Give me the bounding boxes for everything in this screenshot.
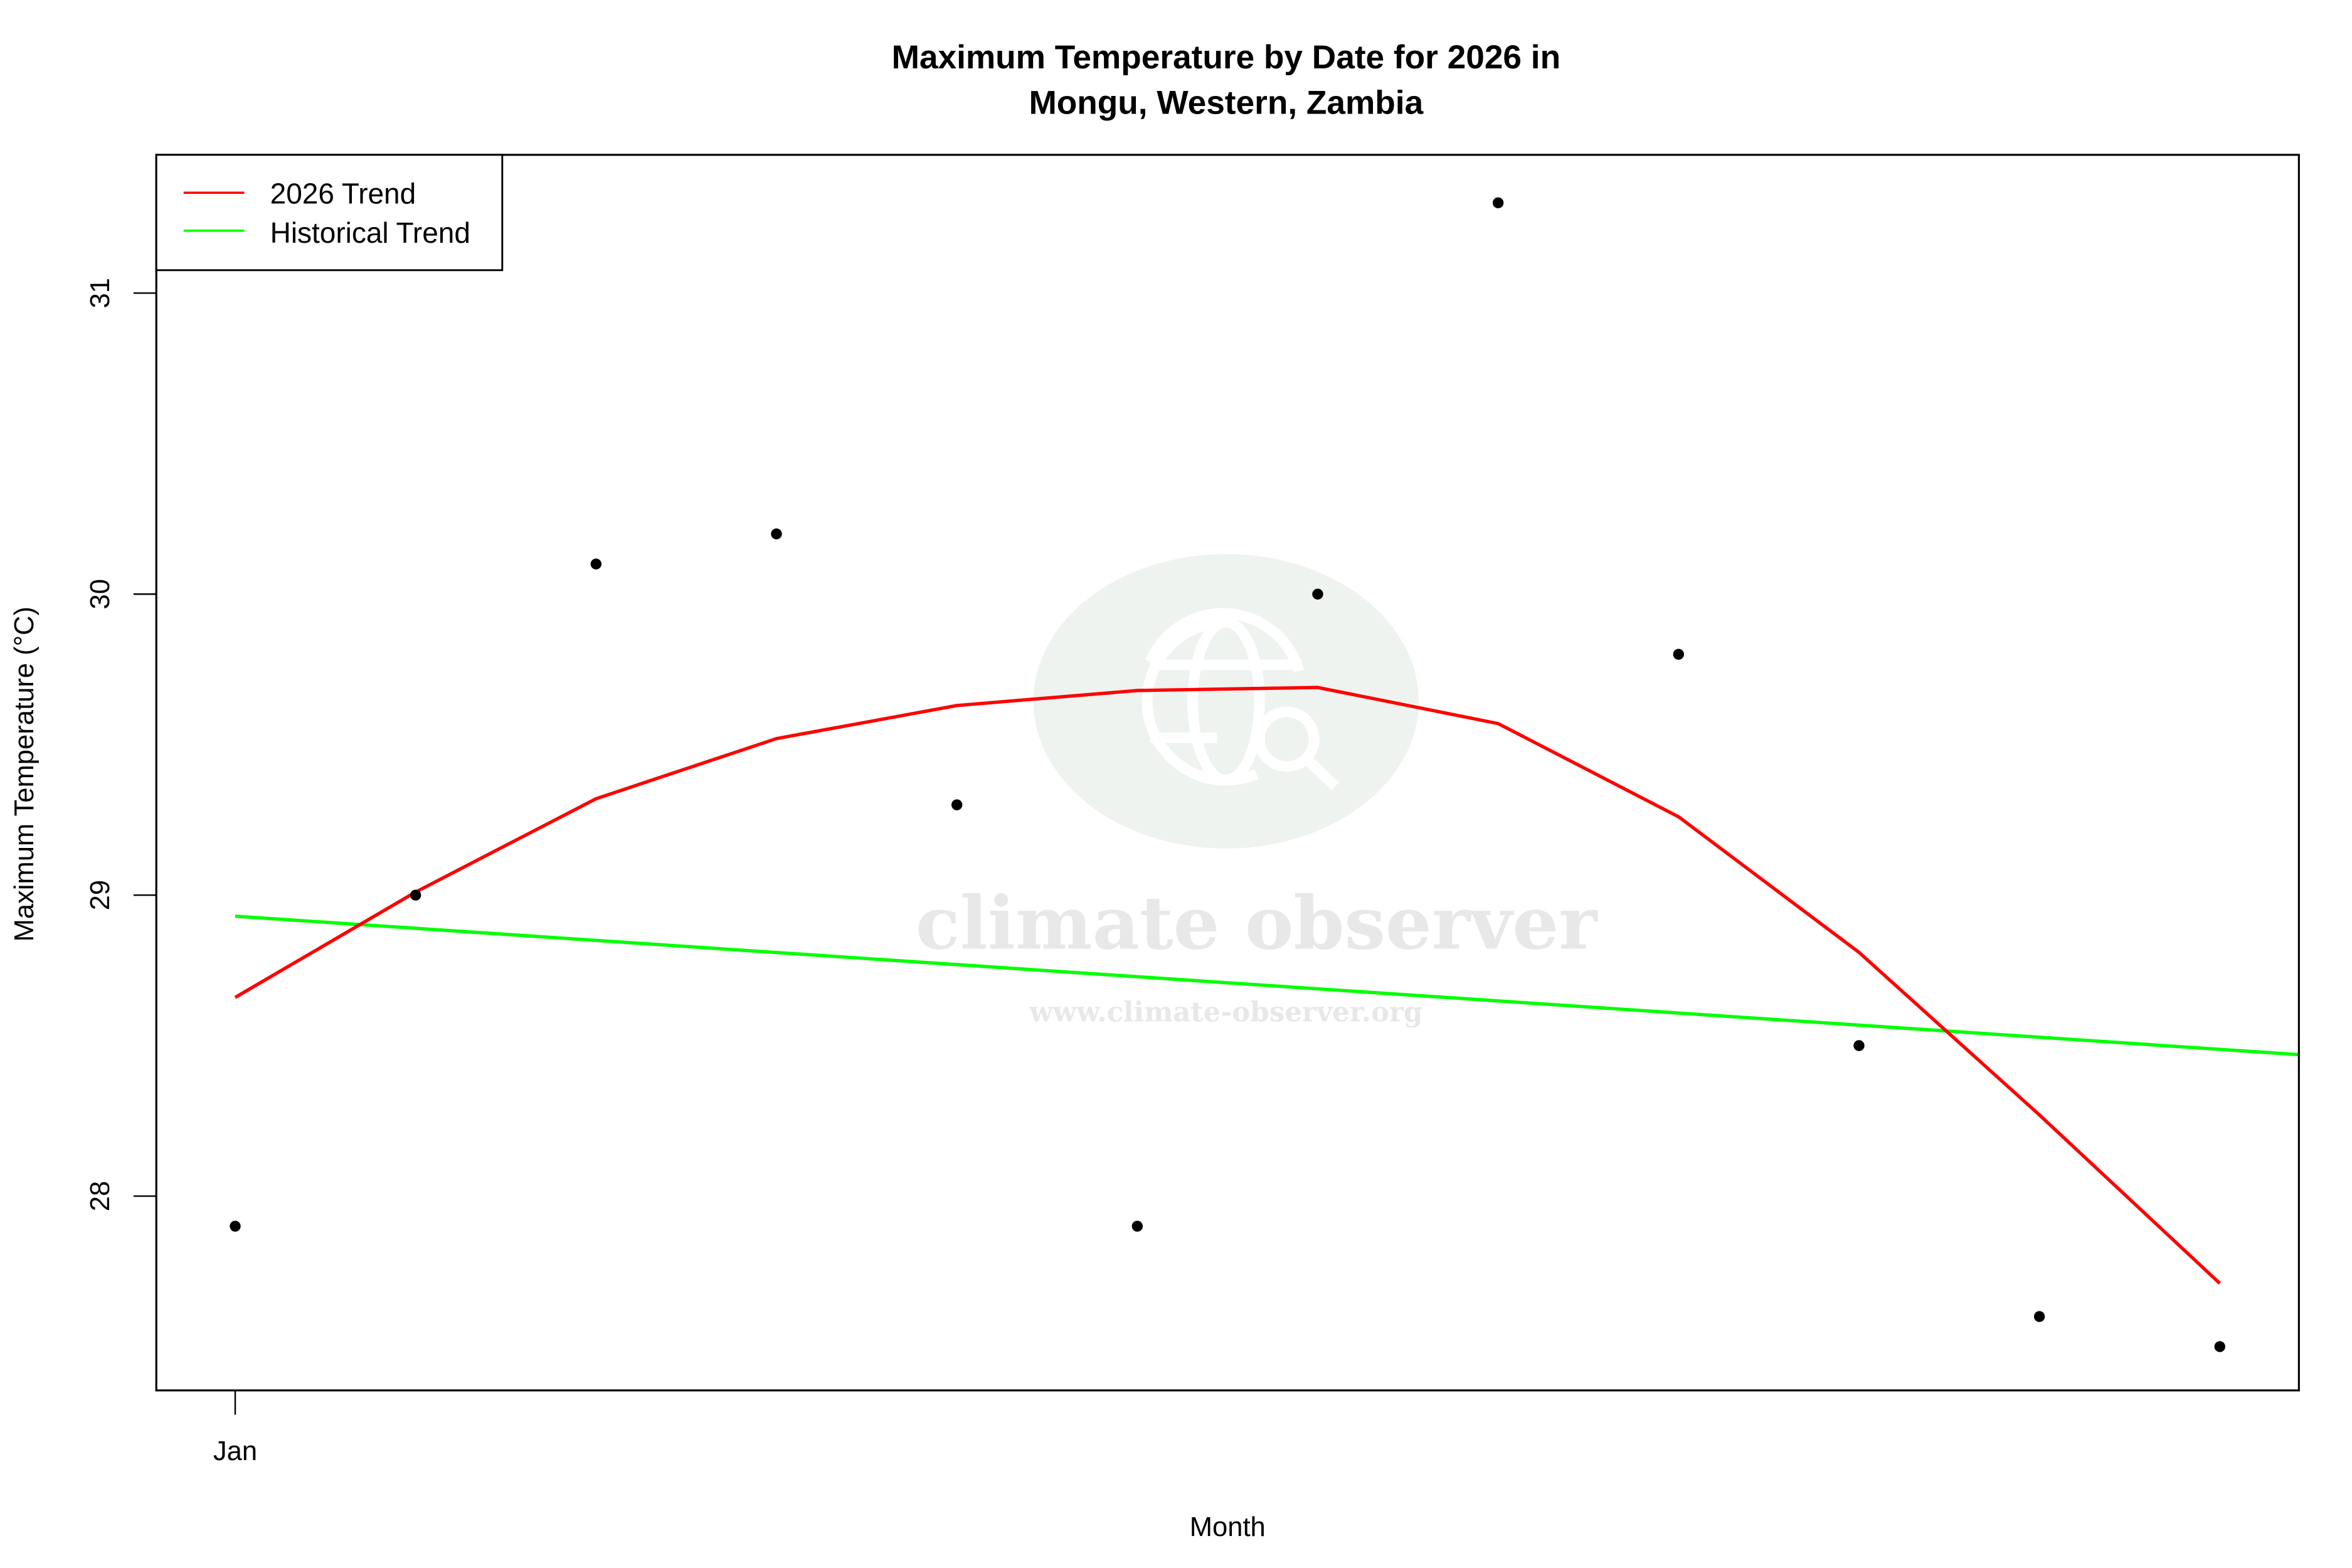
- legend-box: [155, 154, 504, 272]
- y-tick-label: 31: [85, 278, 115, 308]
- x-axis: Jan: [213, 1390, 257, 1466]
- watermark-brand: climate observer: [916, 881, 1598, 967]
- legend-label-2026-trend: 2026 Trend: [270, 177, 416, 209]
- y-tick-label: 29: [85, 880, 115, 910]
- watermark-circle: [1033, 554, 1419, 849]
- historical-trend-line: [235, 914, 2299, 1057]
- observed-points: [230, 197, 2225, 1352]
- chart-title-line-2: Mongu, Western, Zambia: [1029, 85, 1423, 122]
- x-tick-label-jan: Jan: [213, 1436, 257, 1466]
- data-point-oct: [1853, 1040, 1865, 1051]
- data-point-feb: [410, 889, 421, 901]
- plot-area-frame: [155, 154, 2300, 1392]
- y-tick-label: 28: [85, 1181, 115, 1211]
- x-axis-label: Month: [1190, 1512, 1266, 1542]
- historical-trend-path: [235, 914, 2299, 1057]
- data-point-sep: [1673, 649, 1684, 660]
- data-point-may: [951, 799, 963, 810]
- legend-label-historical-trend: Historical Trend: [270, 216, 470, 249]
- data-point-jan: [230, 1221, 241, 1232]
- data-point-jul: [1312, 588, 1323, 600]
- globe-magnifier-icon: [1142, 608, 1339, 790]
- watermark-url: www.climate-observer.org: [1029, 997, 1422, 1029]
- y-tick-label: 30: [85, 579, 115, 609]
- trend-2026-path: [234, 686, 2222, 1285]
- chart-title-line-1: Maximum Temperature by Date for 2026 in: [892, 39, 1561, 76]
- trend-2026-line: [234, 686, 2222, 1285]
- data-point-jun: [1131, 1221, 1143, 1232]
- data-point-dec: [2214, 1341, 2225, 1352]
- data-point-apr: [771, 528, 782, 539]
- data-point-mar: [590, 558, 602, 569]
- data-point-aug: [1492, 197, 1504, 209]
- data-point-nov: [2033, 1311, 2045, 1322]
- y-axis-label: Maximum Temperature (°C): [9, 607, 40, 942]
- legend: 2026 Trend Historical Trend: [155, 154, 504, 272]
- y-axis: 28 29 30 31: [85, 278, 157, 1211]
- watermark: climate observer www.climate-observer.or…: [916, 554, 1598, 1029]
